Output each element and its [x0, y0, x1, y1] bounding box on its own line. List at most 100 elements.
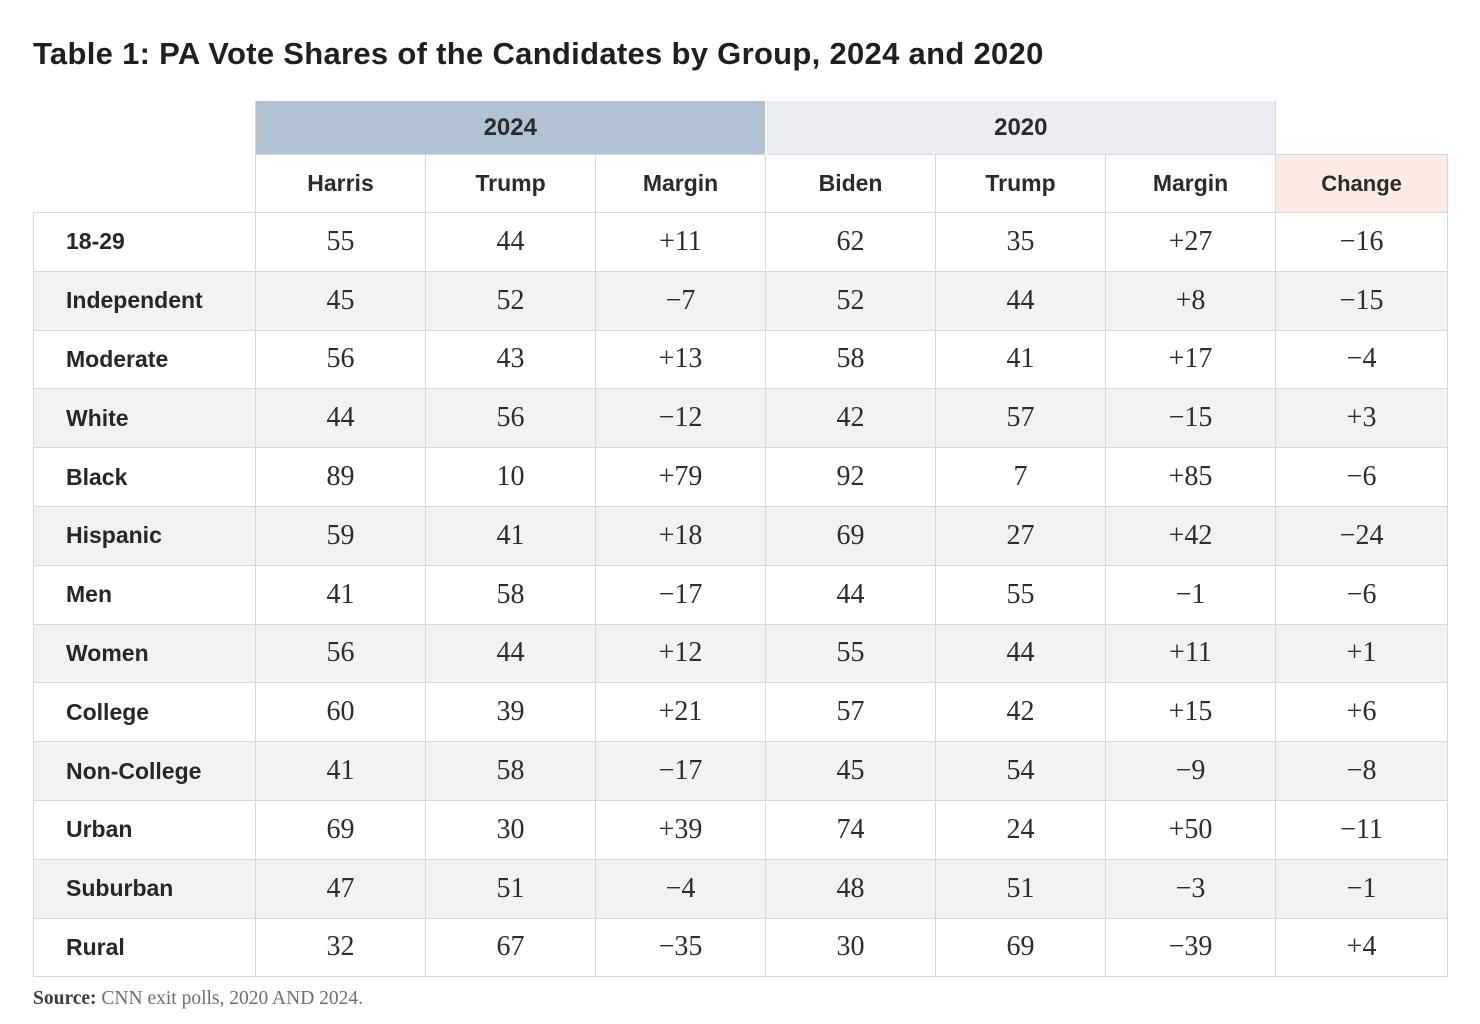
table-row: White 44 56 −12 42 57 −15 +3 — [33, 388, 1449, 449]
cell-value: 58 — [765, 329, 937, 390]
cell-value: 89 — [255, 447, 426, 507]
cell-value: 35 — [935, 212, 1107, 272]
cell-value: −35 — [594, 917, 767, 978]
cell-value: 44 — [425, 212, 596, 272]
cell-value: 48 — [765, 858, 937, 919]
cell-value: +21 — [594, 682, 767, 743]
column-header-harris-2024: Harris — [255, 154, 426, 213]
cell-value: −1 — [1105, 564, 1277, 625]
cell-value: 45 — [765, 741, 937, 801]
cell-value: 57 — [765, 682, 937, 743]
cell-value: 44 — [765, 564, 937, 625]
cell-value: −4 — [594, 858, 767, 919]
cell-value: 24 — [935, 799, 1107, 860]
cell-value: 56 — [255, 623, 426, 684]
row-label: Rural — [33, 917, 256, 978]
cell-value: +18 — [594, 505, 767, 566]
cell-value: +4 — [1275, 917, 1449, 978]
cell-value: +42 — [1105, 505, 1277, 566]
cell-value: 55 — [935, 564, 1107, 625]
cell-value: 52 — [765, 270, 937, 331]
cell-value: +39 — [594, 799, 767, 860]
cell-value: 55 — [765, 623, 937, 684]
corner-cell — [33, 154, 256, 213]
table-row: Rural 32 67 −35 30 69 −39 +4 — [33, 917, 1449, 978]
cell-value: −6 — [1275, 564, 1449, 625]
table-row: Women 56 44 +12 55 44 +11 +1 — [33, 623, 1449, 684]
cell-value: 30 — [425, 799, 596, 860]
cell-value: 51 — [425, 858, 596, 919]
column-header-row: Harris Trump Margin Biden Trump Margin C… — [33, 154, 1449, 213]
row-label: Non-College — [33, 741, 256, 801]
group-header-2020: 2020 — [765, 101, 1277, 155]
source-note: Source: CNN exit polls, 2020 AND 2024. — [33, 988, 1480, 1010]
row-label: Women — [33, 623, 256, 684]
cell-value: 41 — [425, 505, 596, 566]
cell-value: 69 — [255, 799, 426, 860]
cell-value: 42 — [935, 682, 1107, 743]
cell-value: 43 — [425, 329, 596, 390]
cell-value: 52 — [425, 270, 596, 331]
cell-value: 41 — [935, 329, 1107, 390]
cell-value: 62 — [765, 212, 937, 272]
cell-value: −11 — [1275, 799, 1449, 860]
cell-value: +3 — [1275, 388, 1449, 449]
row-label: Hispanic — [33, 505, 256, 566]
cell-value: +12 — [594, 623, 767, 684]
source-text: CNN exit polls, 2020 AND 2024. — [96, 988, 364, 1010]
cell-value: +13 — [594, 329, 767, 390]
column-header-biden-2020: Biden — [765, 154, 937, 213]
corner-cell — [1275, 101, 1448, 155]
cell-value: −15 — [1275, 270, 1449, 331]
cell-value: 58 — [425, 741, 596, 801]
cell-value: −15 — [1105, 388, 1277, 449]
cell-value: 7 — [935, 447, 1107, 507]
cell-value: +11 — [594, 212, 767, 272]
cell-value: +79 — [594, 447, 767, 507]
source-label: Source: — [33, 988, 97, 1010]
table-row: Independent 45 52 −7 52 44 +8 −15 — [33, 270, 1449, 331]
cell-value: 44 — [935, 270, 1107, 331]
cell-value: 69 — [935, 917, 1107, 978]
cell-value: −24 — [1275, 505, 1449, 566]
column-header-change: Change — [1275, 154, 1449, 213]
table-row: College 60 39 +21 57 42 +15 +6 — [33, 682, 1449, 743]
cell-value: 67 — [425, 917, 596, 978]
cell-value: 30 — [765, 917, 937, 978]
table-row: Non-College 41 58 −17 45 54 −9 −8 — [33, 741, 1449, 801]
cell-value: 27 — [935, 505, 1107, 566]
table-row: Moderate 56 43 +13 58 41 +17 −4 — [33, 329, 1449, 390]
row-label: College — [33, 682, 256, 743]
cell-value: −9 — [1105, 741, 1277, 801]
cell-value: −17 — [594, 564, 767, 625]
table-row: Urban 69 30 +39 74 24 +50 −11 — [33, 799, 1449, 860]
cell-value: +50 — [1105, 799, 1277, 860]
cell-value: +27 — [1105, 212, 1277, 272]
group-header-2024: 2024 — [254, 101, 767, 155]
cell-value: 47 — [255, 858, 426, 919]
cell-value: +17 — [1105, 329, 1277, 390]
cell-value: −4 — [1275, 329, 1449, 390]
cell-value: −39 — [1105, 917, 1277, 978]
cell-value: +1 — [1275, 623, 1449, 684]
cell-value: −16 — [1275, 212, 1449, 272]
cell-value: +85 — [1105, 447, 1277, 507]
cell-value: +8 — [1105, 270, 1277, 331]
cell-value: 56 — [255, 329, 426, 390]
column-header-trump-2020: Trump — [935, 154, 1107, 213]
page-title: Table 1: PA Vote Shares of the Candidate… — [33, 36, 1044, 71]
column-header-trump-2024: Trump — [425, 154, 596, 213]
cell-value: −17 — [594, 741, 767, 801]
cell-value: +6 — [1275, 682, 1449, 743]
row-label: White — [33, 388, 256, 449]
table-row: Men 41 58 −17 44 55 −1 −6 — [33, 564, 1449, 625]
cell-value: 32 — [255, 917, 426, 978]
cell-value: −8 — [1275, 741, 1449, 801]
table-body: 18-29 55 44 +11 62 35 +27 −16 Independen… — [33, 212, 1449, 978]
cell-value: 69 — [765, 505, 937, 566]
cell-value: 39 — [425, 682, 596, 743]
cell-value: 56 — [425, 388, 596, 449]
cell-value: 58 — [425, 564, 596, 625]
vote-share-table: 2024 2020 Harris Trump Margin Biden Trum… — [33, 101, 1449, 978]
cell-value: −12 — [594, 388, 767, 449]
